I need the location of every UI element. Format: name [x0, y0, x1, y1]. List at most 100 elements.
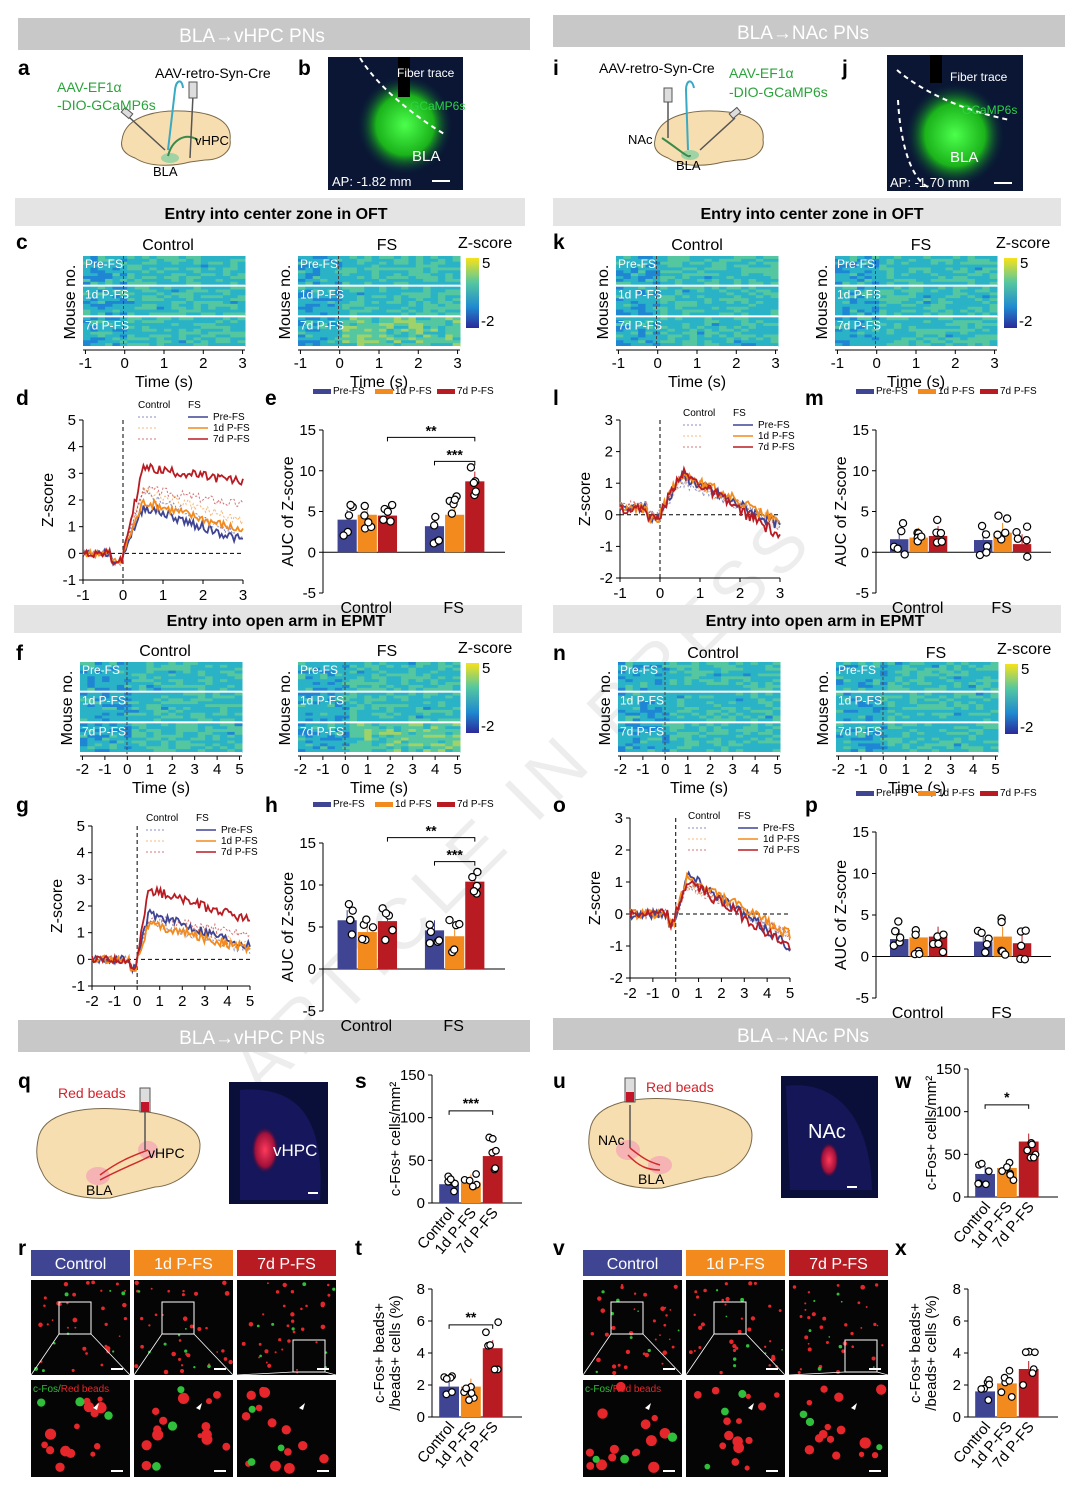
- heatmap-cell: [974, 317, 983, 321]
- heatmap-cell: [401, 298, 409, 302]
- heatmap-cell: [386, 709, 395, 714]
- heatmap-cell: [660, 325, 669, 330]
- heatmap-cell: [105, 323, 113, 327]
- heatmap-cell: [298, 298, 306, 302]
- heatmap-cell: [445, 328, 454, 333]
- heatmap-cell: [183, 679, 191, 683]
- heatmap-cell: [684, 684, 693, 689]
- panel-letter: q: [18, 1070, 31, 1093]
- heatmap-cell: [662, 698, 671, 702]
- heatmap-cell: [879, 273, 888, 277]
- heatmap-cell: [298, 662, 306, 666]
- heatmap-cell: [770, 256, 779, 260]
- heatmap-cell: [305, 695, 314, 699]
- heatmap-cell: [721, 662, 729, 666]
- heatmap-cell: [175, 662, 184, 666]
- heatmap-cell: [850, 664, 859, 669]
- heatmap-cell: [437, 320, 446, 324]
- heatmap-cell: [654, 698, 663, 702]
- heatmap-cell: [112, 276, 121, 280]
- heatmap-cell: [371, 707, 380, 711]
- heatmap-cell: [623, 334, 632, 338]
- heatmap-cell: [916, 340, 924, 344]
- heatmap-cell: [379, 276, 387, 280]
- heatmap-cell: [616, 261, 624, 266]
- heatmap-cell: [662, 667, 671, 672]
- heatmap-cell: [312, 312, 321, 316]
- heatmap-cell: [298, 281, 306, 286]
- heatmap-cell: [90, 281, 99, 286]
- heatmap-cell: [713, 723, 722, 727]
- heatmap-cell: [112, 286, 121, 291]
- heatmap-cell: [735, 712, 744, 717]
- heatmap-cell: [356, 289, 365, 293]
- heatmap-cell: [208, 301, 217, 305]
- heatmap-cell: [80, 682, 88, 686]
- heatmap-cell: [327, 334, 336, 338]
- heatmap-cell: [112, 289, 121, 293]
- heatmap-cell: [371, 309, 380, 313]
- heatmap-cell: [886, 286, 895, 291]
- heatmap-cell: [193, 309, 202, 313]
- heatmap-cell: [743, 676, 752, 680]
- heatmap-cell: [770, 264, 779, 268]
- x-tick-label: 4: [431, 761, 439, 778]
- heatmap-cell: [930, 328, 939, 333]
- heatmap-cell: [908, 303, 917, 308]
- heatmap-cell: [430, 270, 439, 274]
- heatmap-cell: [124, 734, 133, 739]
- heatmap-cell: [647, 718, 656, 722]
- heatmap-cell: [945, 334, 954, 338]
- heatmap-cell: [952, 337, 961, 341]
- heatmap-cell: [327, 303, 336, 308]
- heatmap-cell: [691, 682, 700, 686]
- heatmap-cell: [640, 718, 648, 722]
- heatmap-cell: [697, 328, 705, 333]
- heatmap-cell: [386, 707, 395, 711]
- heatmap-cell: [371, 337, 380, 341]
- heatmap-cell: [134, 278, 143, 283]
- heatmap-cell: [193, 286, 202, 291]
- heatmap-cell: [312, 662, 321, 666]
- heatmap-cell: [735, 715, 744, 719]
- heatmap-cell: [94, 743, 103, 747]
- heatmap-cell: [97, 278, 106, 283]
- heatmap-cell: [131, 695, 140, 699]
- heatmap-cell: [138, 684, 147, 689]
- heatmap-cell: [334, 328, 343, 333]
- heatmap-cell: [364, 301, 373, 305]
- heatmap-cell: [719, 301, 727, 305]
- heatmap-cell: [960, 303, 969, 308]
- heatmap-cell: [772, 709, 781, 714]
- heatmap-cell: [305, 712, 314, 717]
- heatmap-cell: [842, 317, 851, 321]
- heatmap-cell: [141, 278, 150, 283]
- heatmap-cell: [164, 337, 172, 341]
- heatmap-cell: [393, 320, 402, 324]
- heatmap-cell: [765, 749, 774, 753]
- heatmap-cell: [835, 264, 843, 268]
- heatmap-cell: [423, 343, 432, 347]
- heatmap-cell: [437, 261, 446, 266]
- heatmap-cell: [408, 723, 417, 727]
- x-tick-label: 4: [751, 761, 759, 778]
- heatmap-cell: [704, 331, 713, 336]
- heatmap-cell: [835, 270, 843, 274]
- heatmap-cell: [961, 673, 970, 677]
- heatmap-cell: [765, 746, 774, 750]
- heatmap-cell: [625, 692, 634, 697]
- heatmap-cell: [178, 306, 187, 311]
- heatmap-cell: [94, 687, 103, 692]
- heatmap-cell: [706, 707, 715, 711]
- heatmap-cell: [684, 709, 693, 714]
- heatmap-cell: [704, 256, 713, 260]
- heatmap-cell: [138, 715, 147, 719]
- scale-bar: [432, 180, 450, 182]
- heatmap-cell: [237, 337, 246, 341]
- heatmap-cell: [227, 692, 236, 697]
- colorbar-max: 5: [482, 255, 490, 272]
- heatmap-cell: [669, 718, 678, 722]
- heatmap-cell: [149, 328, 158, 333]
- heatmap-cell: [230, 261, 239, 266]
- heatmap-cell: [320, 281, 328, 286]
